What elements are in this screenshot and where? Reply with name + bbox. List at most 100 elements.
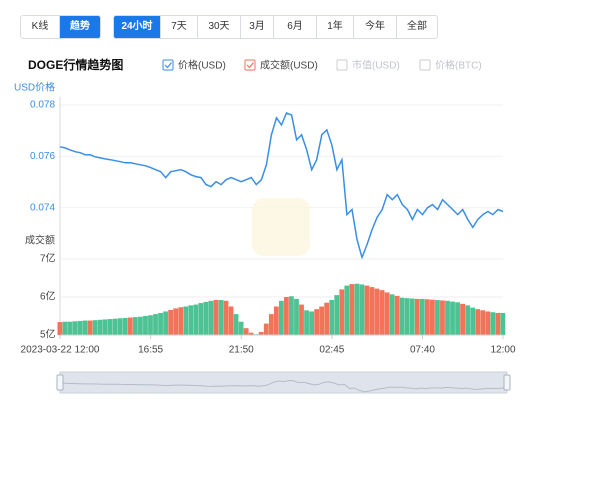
legend-label[interactable]: 价格(USD)	[178, 59, 226, 72]
volume-bar	[213, 300, 219, 335]
x-tick-label: 2023-03-22 12:00	[21, 345, 100, 356]
volume-bar	[203, 301, 209, 335]
volume-bar	[143, 316, 148, 335]
volume-bar	[455, 302, 460, 335]
legend-label[interactable]: 价格(BTC)	[435, 59, 482, 72]
watermark	[252, 198, 310, 256]
volume-bar	[233, 314, 239, 335]
volume-bar	[122, 317, 128, 335]
y-axis-label: USD价格	[14, 81, 55, 94]
volume-bar	[228, 306, 234, 335]
volume-bar	[500, 312, 506, 335]
volume-bar	[339, 289, 345, 335]
x-tick-label: 21:50	[229, 345, 254, 356]
volume-bar	[132, 317, 138, 335]
y-tick-label: 0.078	[30, 100, 55, 111]
legend-label[interactable]: 市值(USD)	[352, 59, 400, 72]
y-axis-label: 成交额	[25, 234, 55, 247]
volume-bar	[138, 316, 143, 335]
navigator-line	[60, 380, 508, 393]
volume-bar	[424, 299, 430, 335]
volume-bar	[379, 290, 385, 335]
volume-bar	[394, 295, 400, 335]
legend-checkbox	[244, 59, 256, 71]
volume-bar	[490, 312, 496, 335]
volume-bar	[173, 308, 179, 335]
tab-button[interactable]: 今年	[354, 16, 397, 38]
volume-bar	[485, 311, 491, 335]
volume-bar	[440, 300, 445, 335]
volume-bar	[168, 309, 174, 335]
tab-button[interactable]: 趋势	[60, 16, 100, 38]
y-tick-label: 0.074	[30, 202, 55, 213]
volume-bar	[268, 314, 274, 335]
price-line	[59, 112, 504, 260]
volume-bar	[163, 311, 168, 335]
volume-bar	[127, 317, 133, 335]
volume-bar	[359, 284, 365, 335]
tab-button[interactable]: 1年	[317, 16, 354, 38]
tab-button[interactable]: 全部	[407, 21, 427, 32]
volume-bar	[495, 312, 501, 335]
volume-bar	[178, 307, 184, 335]
tab-button[interactable]: K线	[21, 16, 60, 38]
volume-bar	[107, 319, 113, 335]
volume-bar	[57, 322, 63, 335]
volume-bar	[198, 303, 204, 335]
y-tick-label: 5亿	[40, 328, 56, 341]
legend-label[interactable]: 成交额(USD)	[260, 59, 318, 72]
volume-bar	[470, 307, 476, 335]
volume-bar	[289, 296, 294, 335]
volume-bar	[263, 323, 269, 335]
volume-bar	[354, 283, 360, 335]
chart-title: DOGE行情趋势图	[28, 57, 123, 72]
volume-bar	[435, 300, 440, 335]
volume-bar	[87, 320, 93, 335]
volume-bar	[102, 319, 108, 335]
volume-bar	[314, 309, 320, 335]
tab-button[interactable]: 24小时	[114, 16, 161, 38]
volume-bar	[369, 287, 375, 335]
volume-bar	[344, 285, 350, 335]
volume-bar	[414, 298, 420, 335]
y-tick-label: 0.076	[30, 151, 55, 162]
volume-bar	[193, 304, 199, 335]
navigator-handle[interactable]	[56, 374, 64, 391]
volume-bar	[404, 298, 410, 335]
volume-bar	[465, 305, 471, 335]
volume-bar	[319, 306, 325, 335]
volume-bar	[112, 318, 118, 335]
tab-button[interactable]: 7天	[161, 16, 198, 38]
volume-bar	[258, 331, 264, 335]
volume-bar	[460, 303, 465, 335]
page: K线 趋势 24小时 7天 30天 3月 6月 1年 今年 全部 DOGE行情趋势图 价格(US…	[14, 15, 516, 394]
tab-button[interactable]: 30天	[198, 16, 241, 38]
volume-bar	[238, 321, 244, 335]
legend-checkbox	[336, 59, 348, 71]
volume-bar	[329, 300, 335, 335]
navigator-handle[interactable]	[503, 374, 511, 391]
tab-button[interactable]: 6月	[274, 16, 317, 38]
volume-bar	[324, 302, 330, 335]
volume-bar	[389, 294, 395, 335]
volume-bar	[77, 320, 83, 335]
volume-bar	[248, 332, 254, 335]
legend-check	[164, 62, 172, 69]
tab-button[interactable]: 3月	[241, 16, 274, 38]
navigator	[59, 371, 508, 394]
volume-bar	[399, 297, 405, 335]
volume-bar	[223, 300, 229, 335]
volume-bar	[183, 306, 189, 335]
view-tabs: K线 趋势	[20, 15, 101, 39]
chart: DOGE行情趋势图 价格(USD) 成交额(USD) 市值(USD) 价格(BTC) U…	[14, 57, 516, 394]
volume-bar	[188, 305, 194, 335]
volume-bar	[409, 298, 415, 335]
volume-bar	[218, 300, 224, 335]
volume-bar	[278, 300, 284, 335]
legend-checkbox	[162, 59, 174, 71]
volume-bar	[334, 295, 340, 335]
volume-bar	[153, 314, 158, 335]
volume-bar	[82, 320, 88, 335]
volume-bar	[148, 315, 153, 335]
x-tick-label: 07:40	[410, 345, 435, 356]
